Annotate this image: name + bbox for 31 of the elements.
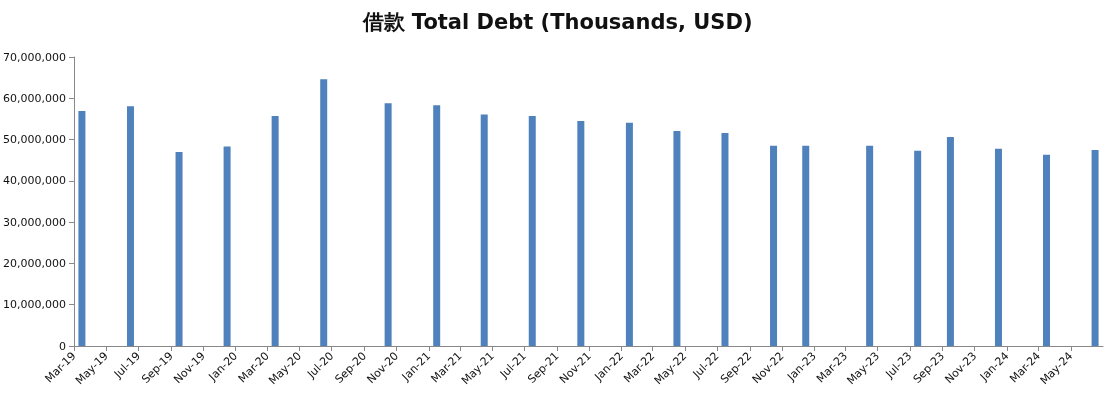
bar: [384, 103, 392, 346]
y-tick-label: 50,000,000: [3, 133, 66, 147]
bar: [126, 106, 134, 346]
y-tick-label: 60,000,000: [3, 91, 66, 105]
bar: [866, 145, 874, 346]
bar: [577, 120, 585, 346]
bar: [914, 150, 922, 346]
bar: [223, 146, 231, 346]
bar: [721, 132, 729, 346]
bar: [320, 79, 328, 346]
bar: [78, 111, 86, 346]
y-tick-label: 70,000,000: [3, 50, 66, 64]
y-tick-label: 40,000,000: [3, 174, 66, 188]
bar: [175, 151, 183, 346]
y-tick-label: 0: [58, 339, 66, 353]
bar: [625, 122, 633, 346]
bar: [994, 148, 1002, 346]
bar: [480, 114, 488, 346]
y-tick-label: 30,000,000: [3, 215, 66, 229]
bar: [802, 145, 810, 346]
bar: [271, 116, 279, 346]
bar: [1043, 154, 1051, 346]
bar: [1091, 149, 1099, 346]
chart-title: 借款 Total Debt (Thousands, USD): [361, 9, 753, 34]
y-tick-label: 20,000,000: [3, 256, 66, 270]
bar: [433, 105, 441, 346]
bar: [946, 137, 954, 346]
bar: [673, 130, 681, 346]
y-tick-label: 10,000,000: [3, 298, 66, 312]
bar: [528, 116, 536, 346]
bar: [770, 145, 778, 346]
